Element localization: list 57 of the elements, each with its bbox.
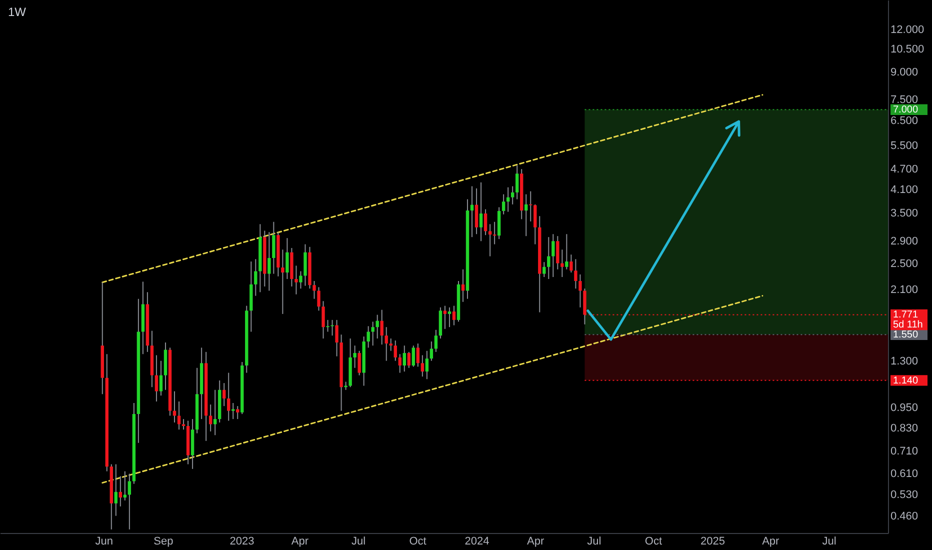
y-tick-label: 2.100 [890,284,918,296]
y-tick-label: 6.500 [890,115,918,128]
x-tick-label: Jul [352,536,366,548]
y-tick-label: 0.460 [890,510,918,522]
ref-line-label: 1.550 [893,330,918,341]
candlestick [232,402,235,420]
y-tick-label: 0.710 [890,446,918,458]
y-tick-label: 9.000 [890,66,918,79]
candlestick [524,194,528,237]
candlestick [492,221,496,245]
x-tick-label: Jul [822,536,836,548]
candlestick [389,338,392,352]
x-tick-label: Sep [154,536,174,548]
candlestick [488,224,492,257]
y-tick-label: 0.950 [890,402,918,414]
text: 5d 11h [893,320,923,331]
x-tick-label: Oct [409,536,426,548]
y-tick-label: 3.500 [890,208,918,220]
candlestick [236,406,240,420]
y-tick-label: 1.300 [890,355,918,368]
candlestick [281,249,284,314]
y-tick-label: 0.530 [890,489,918,502]
candlestick [294,265,298,295]
y-tick-label: 4.100 [890,184,918,196]
ref-line-label: 1.140 [893,375,918,386]
x-tick-label: Apr [527,536,545,548]
candlestick [448,306,452,328]
candlestick [560,249,564,278]
ref-line-label: 1.771 [893,310,918,321]
chart-title: 1W [8,5,26,19]
x-tick-label: 2025 [700,536,725,548]
ref-line-label: 7.000 [893,104,918,116]
candlestick [326,319,330,332]
candlestick [182,418,186,430]
candlestick [443,305,447,330]
y-tick-label: 4.700 [890,164,918,176]
candlestick [510,186,514,205]
candlestick [213,389,217,436]
y-tick-label: 2.500 [890,258,918,270]
x-tick-label: Jun [95,536,114,548]
x-tick-label: 2023 [230,536,254,548]
y-tick-label: 12.000 [890,24,924,36]
y-tick-label: 7.500 [890,94,918,106]
x-tick-label: Apr [762,536,780,548]
x-tick-label: Apr [291,536,309,548]
y-tick-label: 0.830 [890,422,918,434]
y-tick-label: 0.610 [890,468,918,480]
y-tick-label: 5.500 [890,140,918,152]
candlestick [123,470,127,501]
candlestick [118,476,122,507]
candlestick [371,321,374,346]
x-tick-label: Jul [587,536,602,548]
candlestick [565,234,568,270]
y-tick-label: 2.900 [890,236,918,248]
x-tick-label: 2024 [464,536,490,548]
x-tick-label: Oct [644,536,662,548]
y-tick-label: 10.500 [890,44,924,56]
